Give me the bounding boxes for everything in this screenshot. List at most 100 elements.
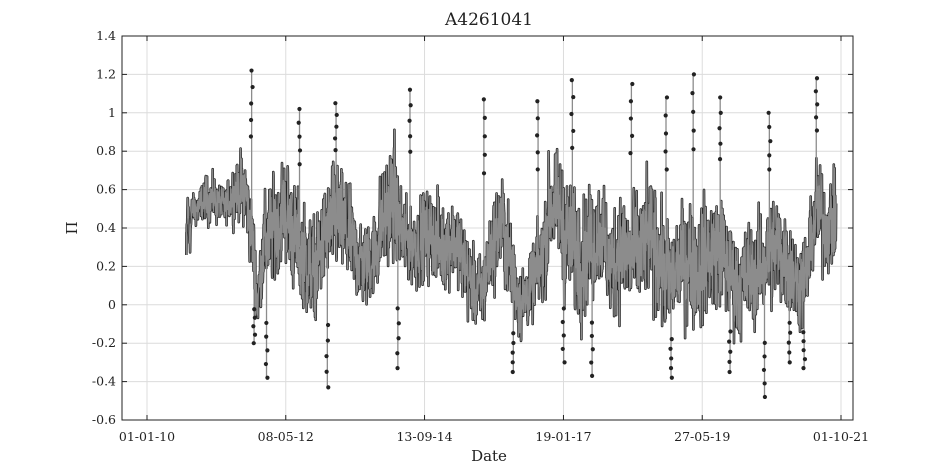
data-point bbox=[727, 339, 732, 344]
y-tick-label: 1.4 bbox=[96, 28, 116, 43]
data-point bbox=[801, 339, 806, 344]
data-point bbox=[325, 322, 331, 328]
data-point bbox=[727, 369, 732, 375]
data-point bbox=[252, 332, 258, 337]
data-point bbox=[761, 367, 767, 373]
data-point bbox=[251, 341, 256, 346]
y-tick-label: 1 bbox=[108, 105, 116, 120]
data-point bbox=[482, 134, 487, 139]
y-tick-label: 0.8 bbox=[96, 143, 116, 158]
chart-title: A4261041 bbox=[444, 10, 533, 30]
data-point bbox=[481, 171, 487, 176]
data-point bbox=[814, 128, 820, 133]
data-point bbox=[534, 133, 540, 138]
data-point bbox=[562, 360, 567, 365]
data-point bbox=[250, 84, 255, 90]
data-point bbox=[511, 331, 516, 336]
data-point bbox=[297, 148, 303, 153]
y-tick-label: 0.2 bbox=[96, 258, 116, 273]
data-point bbox=[629, 133, 635, 138]
data-trace bbox=[185, 128, 838, 345]
data-point bbox=[333, 101, 338, 106]
data-point bbox=[787, 350, 792, 355]
y-tick-label: 1.2 bbox=[96, 66, 116, 81]
data-point bbox=[762, 340, 767, 346]
data-point bbox=[408, 134, 413, 139]
data-point bbox=[691, 128, 696, 133]
data-point bbox=[396, 321, 401, 326]
data-point bbox=[297, 134, 302, 139]
data-point bbox=[560, 346, 565, 352]
data-point bbox=[396, 336, 401, 341]
y-axis-label: Π bbox=[63, 221, 81, 234]
data-point bbox=[408, 149, 413, 154]
data-point bbox=[768, 139, 773, 144]
data-point bbox=[717, 157, 723, 162]
y-tick-label: 0.4 bbox=[96, 220, 116, 235]
data-point bbox=[628, 151, 633, 156]
y-tick-label: 0 bbox=[108, 297, 116, 312]
data-point bbox=[395, 306, 400, 311]
data-point bbox=[590, 347, 595, 352]
data-point bbox=[296, 120, 301, 125]
data-point bbox=[333, 148, 338, 153]
data-point bbox=[813, 115, 819, 120]
data-point bbox=[482, 115, 487, 120]
data-point bbox=[664, 95, 670, 100]
data-point bbox=[786, 340, 791, 345]
data-point bbox=[669, 375, 674, 380]
data-point bbox=[589, 360, 594, 365]
data-point bbox=[718, 141, 723, 146]
data-point bbox=[265, 375, 270, 380]
data-point bbox=[510, 369, 515, 375]
y-axis: -0.6 -0.4 -0.2 0 0.2 0.4 0.6 0.8 1 1.2 1.4 bbox=[92, 28, 853, 427]
x-tick-label: 01-01-10 bbox=[119, 429, 175, 444]
data-point bbox=[535, 150, 540, 155]
x-tick-label: 19-01-17 bbox=[535, 429, 591, 444]
data-point bbox=[325, 338, 330, 343]
data-point bbox=[324, 369, 329, 374]
y-tick-label: -0.6 bbox=[92, 412, 116, 427]
data-point bbox=[762, 381, 767, 386]
data-point bbox=[326, 385, 331, 390]
data-point bbox=[265, 348, 270, 353]
data-point bbox=[762, 394, 768, 400]
data-point bbox=[249, 68, 254, 73]
data-point bbox=[589, 320, 595, 325]
data-point bbox=[252, 315, 257, 320]
data-point bbox=[264, 334, 269, 339]
data-point bbox=[663, 131, 669, 136]
y-tick-label: 0.6 bbox=[96, 182, 116, 197]
data-point bbox=[571, 128, 576, 134]
data-point bbox=[718, 95, 723, 100]
data-point bbox=[535, 116, 540, 121]
data-point bbox=[718, 110, 723, 115]
data-point bbox=[511, 340, 516, 346]
data-point bbox=[814, 76, 820, 81]
data-point bbox=[482, 152, 487, 157]
data-point bbox=[669, 337, 674, 342]
data-point bbox=[332, 136, 338, 141]
data-point bbox=[408, 103, 413, 108]
data-point bbox=[252, 307, 257, 312]
x-tick-label: 13-09-14 bbox=[396, 429, 452, 444]
data-point bbox=[801, 348, 806, 353]
data-point bbox=[407, 87, 413, 92]
data-point bbox=[787, 320, 792, 325]
data-point bbox=[570, 145, 575, 150]
data-point bbox=[561, 306, 566, 311]
data-point bbox=[668, 346, 673, 351]
data-point bbox=[263, 361, 269, 367]
data-point bbox=[561, 333, 566, 338]
data-point bbox=[560, 319, 565, 325]
data-point bbox=[802, 357, 808, 362]
data-point bbox=[801, 366, 806, 371]
data-point bbox=[669, 356, 674, 361]
data-point bbox=[727, 359, 732, 364]
data-point bbox=[664, 167, 669, 172]
data-point bbox=[569, 78, 574, 83]
data-point bbox=[251, 324, 256, 329]
data-point bbox=[571, 94, 576, 100]
data-point bbox=[510, 360, 515, 365]
data-point bbox=[248, 134, 254, 139]
